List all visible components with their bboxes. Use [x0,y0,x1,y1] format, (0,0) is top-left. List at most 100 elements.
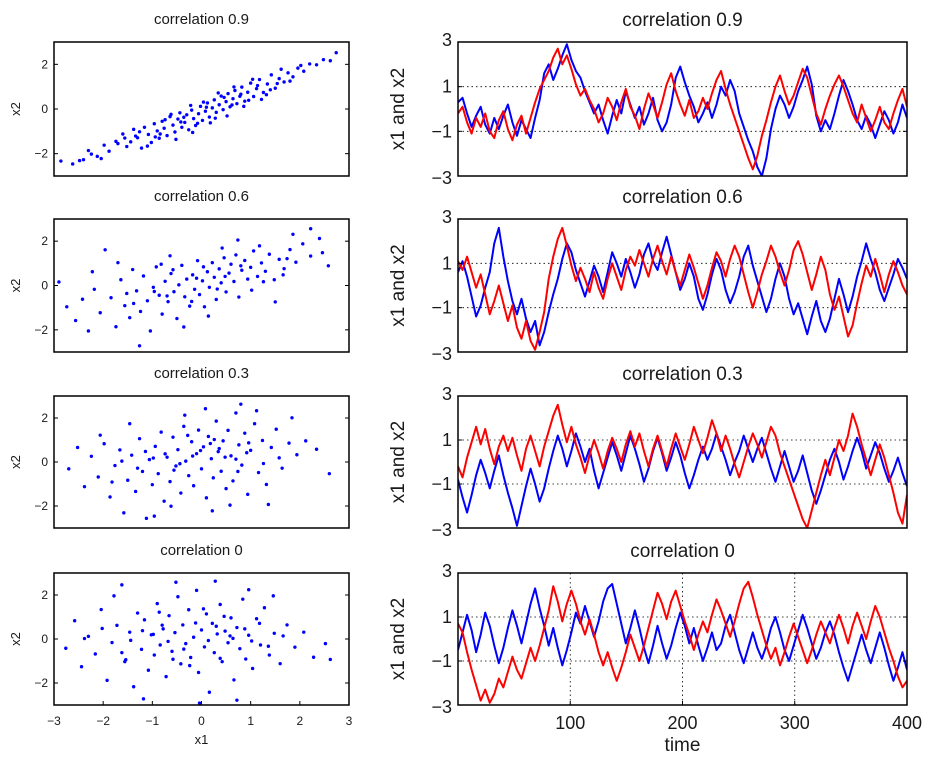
scatter-point [180,263,184,268]
scatter-point [275,81,279,86]
scatter-data [67,402,332,521]
scatter-point [131,685,136,689]
scatter-point [152,653,156,657]
scatter-point [176,595,180,599]
scatter-point [195,258,200,263]
scatter-point [314,447,319,451]
timeseries-axes-frame [457,218,908,353]
scatter-point [206,638,211,643]
scatter-point [268,88,273,92]
scatter-point [251,94,256,99]
scatter-point [163,118,167,122]
scatter-point [223,455,227,459]
scatter-title: correlation 0.6 [154,188,249,205]
scatter-point [173,130,177,134]
timeseries-y-axis-label: x1 and x2 [388,244,409,326]
scatter-point [199,467,204,471]
scatter-point [189,108,194,112]
scatter-point [217,446,221,451]
scatter-point [255,274,260,279]
scatter-point [191,635,196,639]
scatter-point [317,236,322,241]
scatter-point [285,623,289,627]
scatter-point [272,631,276,635]
scatter-point [122,511,126,515]
scatter-point [191,484,196,488]
scatter-point [183,295,187,299]
scatter-point [65,305,69,309]
scatter-point [277,257,281,262]
scatter-point [246,90,250,94]
scatter-point [236,469,240,474]
scatter-point [64,646,68,650]
scatter-point [112,594,116,598]
scatter-point [135,611,140,615]
scatter-point [216,91,220,95]
scatter-point [144,516,149,521]
y-tick-label: 1 [442,77,452,97]
scatter-point [210,260,215,265]
scatter-point [226,641,230,645]
scatter-point [301,242,305,246]
scatter-point [210,509,215,513]
scatter-point [102,442,106,446]
scatter-point [229,262,233,266]
scatter-point [126,478,130,482]
scatter-point [129,638,133,643]
scatter-point [72,619,77,623]
scatter-point [107,149,111,153]
scatter-point [119,278,123,282]
scatter-point [259,97,264,102]
y-tick-label: 2 [41,57,48,71]
scatter-point [153,135,157,139]
scatter-point [187,608,191,612]
y-tick-label: −2 [34,147,48,161]
scatter-point [193,123,198,128]
scatter-point [188,304,192,308]
scatter-point [214,297,218,302]
scatter-point [98,433,102,437]
scatter-point [233,88,237,93]
scatter-point [225,114,229,118]
scatter-point [142,618,147,622]
scatter-point [158,643,162,647]
y-tick-label: −2 [34,323,48,337]
scatter-point [244,657,248,661]
scatter-y-axis-label: x2 [8,632,23,646]
scatter-point [281,273,285,277]
scatter-point [194,276,199,280]
scatter-point [282,266,286,271]
scatter-point [155,129,159,133]
scatter-point [199,628,204,632]
y-tick-label: −1 [431,121,452,141]
scatter-point [138,309,143,314]
scatter-point [258,643,263,647]
scatter-point [267,653,272,657]
scatter-point [190,273,195,277]
scatter-point [182,325,186,329]
scatter-point [326,264,331,268]
scatter-point [231,97,235,101]
scatter-point [201,265,206,269]
timeseries-panel-4: correlation 0 −3 −1 1 3 100 200 300 400 x1 and x2… [388,541,922,756]
timeseries-axes-frame [457,395,908,529]
scatter-point [224,290,228,294]
scatter-point [128,422,132,426]
scatter-point [100,626,104,631]
scatter-point [231,636,235,641]
timeseries-axes-frame [457,572,908,706]
scatter-point [152,514,156,518]
scatter-point [59,159,63,163]
scatter-point [290,416,294,420]
scatter-point [185,277,189,281]
timeseries-data [458,580,907,704]
scatter-point [193,621,198,625]
scatter-point [99,607,103,612]
scatter-point [147,457,152,462]
scatter-point [95,154,99,159]
y-tick-label: 0 [41,279,48,293]
scatter-point [160,312,164,316]
scatter-axes-frame [53,395,350,529]
scatter-point [247,98,251,102]
y-tick-label: 0 [41,102,48,116]
